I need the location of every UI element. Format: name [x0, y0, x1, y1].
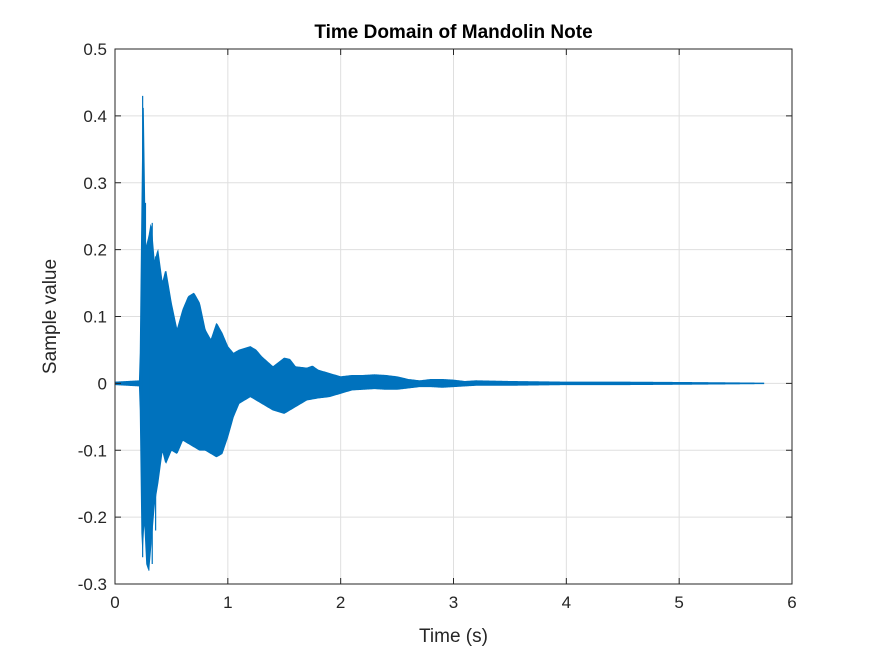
x-tick-label: 3 [449, 593, 458, 612]
y-axis-label: Sample value [40, 259, 61, 374]
y-tick-label: -0.2 [78, 508, 107, 527]
x-tick-label: 0 [110, 593, 119, 612]
y-tick-label: -0.1 [78, 441, 107, 460]
x-tick-label: 5 [674, 593, 683, 612]
x-axis-label: Time (s) [419, 626, 488, 647]
x-tick-label: 4 [562, 593, 571, 612]
x-tick-label: 6 [787, 593, 796, 612]
x-tick-label: 2 [336, 593, 345, 612]
y-tick-label: 0.2 [83, 241, 107, 260]
plot-area: 0 1 2 3 4 5 6 -0.3 -0.2 -0.1 0 0.1 0.2 0.3 0.4 0.5 Time … [40, 22, 797, 647]
y-tick-label: 0.3 [83, 174, 107, 193]
chart-title: Time Domain of Mandolin Note [314, 22, 592, 43]
y-tick-label: 0 [98, 374, 107, 393]
x-tick-label: 1 [223, 593, 232, 612]
waveform-series [114, 107, 765, 570]
y-tick-label: 0.1 [83, 308, 107, 327]
y-tick-label: 0.5 [83, 40, 107, 59]
y-tick-label: -0.3 [78, 575, 107, 594]
y-tick-label: 0.4 [83, 107, 107, 126]
